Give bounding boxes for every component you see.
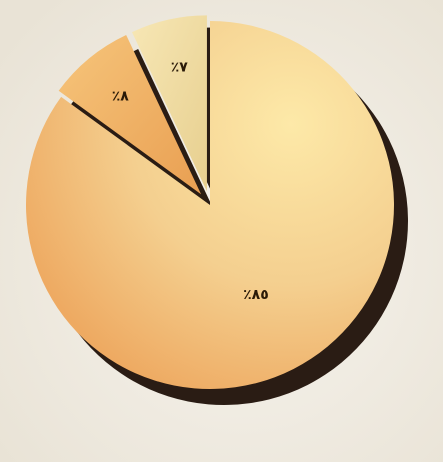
pie-slice-label-1: ٪٨	[112, 89, 130, 105]
pie-slice-0	[26, 21, 395, 390]
pie-labels: ٪٨٥ ٪٨ ٪٧	[112, 60, 269, 304]
pie-slice-label-0: ٪٨٥	[243, 287, 269, 303]
pie-slice-2	[132, 15, 207, 192]
pie-slice-label-2: ٪٧	[171, 60, 189, 76]
pie-slices	[26, 15, 395, 390]
pie-slice-1	[58, 34, 202, 195]
